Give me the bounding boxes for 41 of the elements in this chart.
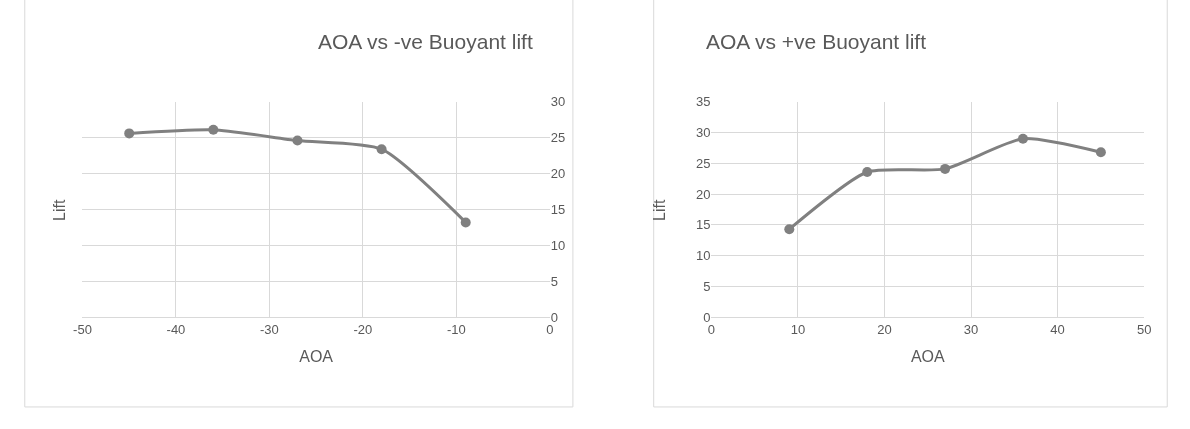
x-tick-label: 20 — [877, 321, 892, 337]
y-tick-label: 20 — [695, 186, 711, 202]
x-tick-label: -40 — [166, 321, 186, 337]
y-tick-label: 20 — [550, 166, 566, 182]
x-tick-label: 40 — [1050, 321, 1065, 337]
x-tick-label: -30 — [260, 321, 279, 337]
x-tick-label: 50 — [1136, 321, 1152, 337]
y-tick-label: 0 — [550, 309, 559, 325]
y-axis-title: Lift — [50, 198, 68, 221]
y-tick-label: 5 — [703, 278, 711, 294]
x-tick-label: -20 — [353, 321, 373, 337]
y-tick-label: 30 — [695, 125, 711, 141]
y-tick-label: 30 — [550, 94, 566, 110]
y-tick-label: 25 — [695, 155, 711, 171]
point — [784, 224, 795, 235]
y-axis-title: Lift — [650, 199, 668, 221]
x-tick-label: 30 — [963, 321, 979, 337]
point — [460, 217, 471, 228]
y-tick-label: 25 — [550, 130, 566, 146]
x-axis-title: AOA — [299, 348, 334, 366]
point — [1095, 147, 1106, 158]
point — [208, 124, 219, 135]
point — [1017, 133, 1028, 144]
point — [940, 163, 951, 174]
chart-title: AOA vs -ve Buoyant lift — [318, 30, 533, 53]
y-tick-label: 10 — [695, 248, 711, 264]
x-tick-label: 10 — [790, 321, 806, 337]
point — [862, 166, 873, 177]
x-axis-title: AOA — [910, 348, 945, 366]
point — [376, 144, 387, 155]
point — [124, 128, 135, 139]
y-tick-label: 0 — [703, 309, 711, 325]
y-tick-label: 35 — [695, 94, 711, 110]
x-tick-label: -10 — [446, 321, 466, 337]
point — [292, 135, 303, 146]
chart-title: AOA vs +ve Buoyant lift — [706, 30, 927, 53]
y-tick-label: 15 — [695, 217, 711, 233]
x-tick-label: -50 — [73, 321, 92, 337]
y-tick-label: 15 — [550, 202, 566, 218]
y-tick-label: 5 — [550, 273, 559, 289]
y-tick-label: 10 — [550, 237, 566, 253]
